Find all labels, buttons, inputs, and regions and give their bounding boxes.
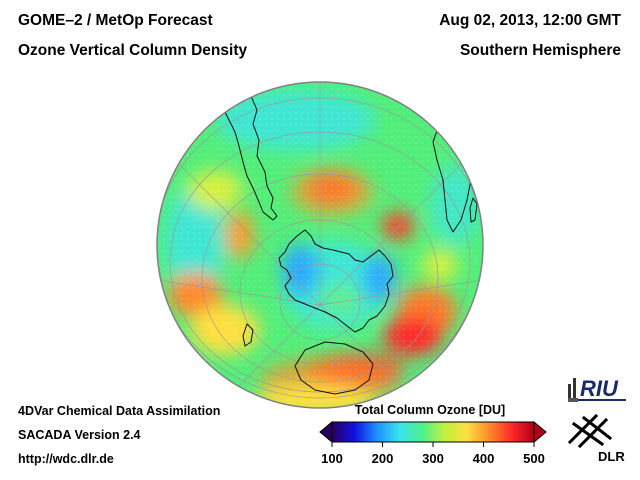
coastline-antarctica [278, 229, 394, 333]
coastline-new-zealand [242, 323, 254, 347]
ozone-globe-map [155, 80, 485, 410]
colorbar-tick-label: 300 [422, 451, 444, 466]
riu-logo: RIU [568, 376, 626, 402]
forecast-datetime: Aug 02, 2013, 12:00 GMT [439, 12, 621, 29]
colorbar-tick-label: 100 [321, 451, 343, 466]
meridian-line [174, 159, 321, 306]
source-url[interactable]: http://wdc.dlr.de [18, 452, 114, 466]
meridian-line [224, 304, 321, 401]
version-label: SACADA Version 2.4 [18, 428, 141, 442]
meridian-line [319, 279, 483, 306]
meridian-line [319, 159, 466, 306]
colorbar-title: Total Column Ozone [DU] [354, 403, 506, 417]
colorbar-arrow-high [533, 420, 547, 444]
coastline-australia [294, 341, 374, 395]
globe-outline [156, 81, 484, 409]
hemisphere-label: Southern Hemisphere [459, 42, 621, 59]
colorbar-arrow-low [319, 420, 333, 444]
dlr-logo-icon [567, 413, 613, 449]
coastline-south-america [222, 87, 278, 221]
method-label: 4DVar Chemical Data Assimilation [18, 404, 221, 418]
map-title-line1: GOME–2 / MetOp Forecast [18, 12, 213, 29]
meridian-line [157, 279, 321, 306]
colorbar-tick-label: 200 [371, 451, 394, 466]
dlr-logo-text: DLR [598, 449, 625, 464]
map-title-line2: Ozone Vertical Column Density [18, 42, 248, 59]
colorbar-gradient [331, 421, 535, 443]
meridian-line [319, 304, 416, 401]
colorbar-tick-label: 500 [523, 451, 545, 466]
riu-logo-text: RIU [580, 376, 619, 401]
colorbar-tick-label: 400 [472, 451, 495, 466]
colorbar [319, 420, 547, 447]
coastline-madagascar [469, 197, 478, 223]
